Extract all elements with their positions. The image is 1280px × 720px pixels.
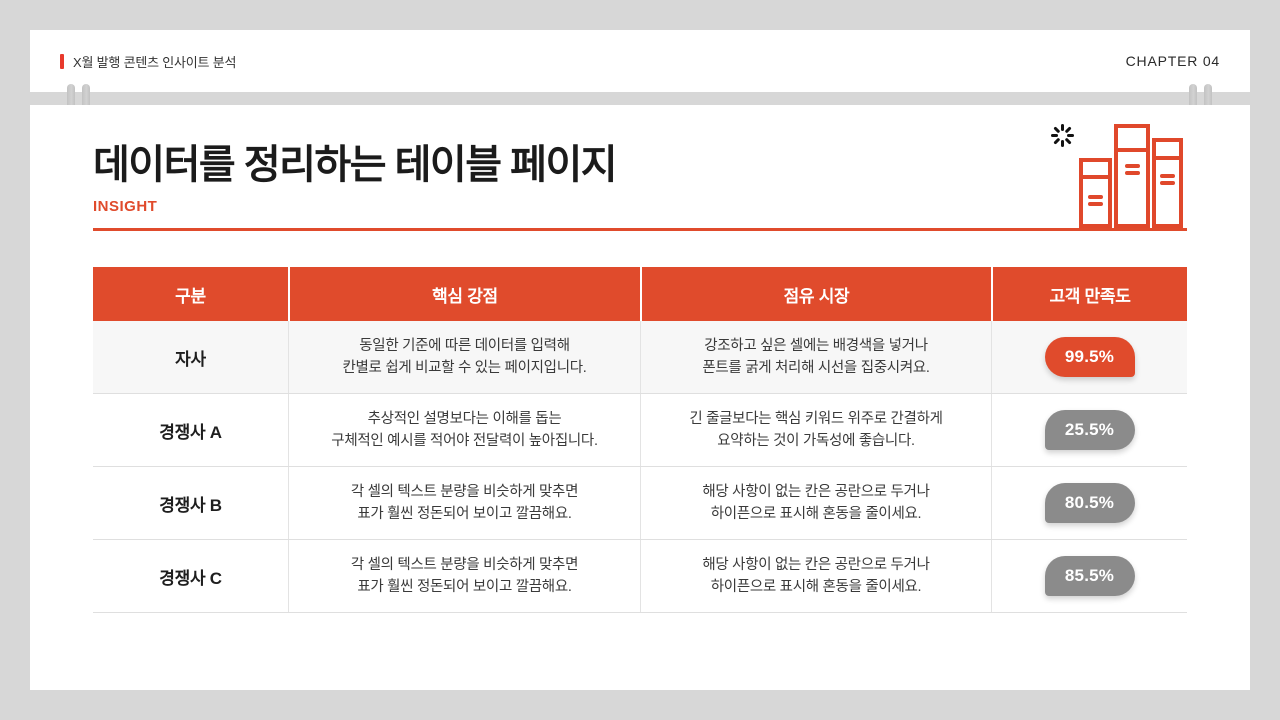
market-text: 해당 사항이 없는 칸은 공란으로 두거나 하이픈으로 표시해 혼동을 줄이세요… <box>702 483 930 522</box>
binder-clip-icon <box>82 84 90 114</box>
market-text: 긴 줄글보다는 핵심 키워드 위주로 간결하게 요약하는 것이 가독성에 좋습니… <box>689 410 943 449</box>
column-header: 구분 <box>175 286 206 306</box>
accent-divider <box>93 228 1187 231</box>
binder-clip-icon <box>1204 84 1212 114</box>
strength-text: 동일한 기준에 따른 데이터를 입력해 칸별로 쉽게 비교할 수 있는 페이지입… <box>342 337 587 376</box>
title-block: 데이터를 정리하는 테이블 페이지 INSIGHT <box>93 105 1187 231</box>
satisfaction-badge: 80.5% <box>1044 483 1135 523</box>
row-name: 자사 <box>175 349 206 369</box>
insight-tag: INSIGHT <box>93 198 158 215</box>
header-label: X월 발행 콘텐츠 인사이트 분석 <box>73 54 237 70</box>
market-text: 해당 사항이 없는 칸은 공란으로 두거나 하이픈으로 표시해 혼동을 줄이세요… <box>702 556 930 595</box>
table-row: 경쟁사 C 각 셀의 텍스트 분량을 비슷하게 맞추면 표가 훨씬 정돈되어 보… <box>93 540 1187 613</box>
comparison-table: 구분 핵심 강점 점유 시장 고객 만족도 자사 동일한 기준에 따른 데이터를… <box>93 267 1187 613</box>
chapter-label: CHAPTER 04 <box>1125 53 1220 69</box>
row-name: 경쟁사 A <box>159 422 222 442</box>
slide-body-card: 데이터를 정리하는 테이블 페이지 INSIGHT <box>30 105 1250 690</box>
strength-text: 추상적인 설명보다는 이해를 돕는 구체적인 예시를 적어야 전달력이 높아집니… <box>331 410 598 449</box>
slide-header-bar: X월 발행 콘텐츠 인사이트 분석 CHAPTER 04 <box>30 30 1250 92</box>
accent-tick-icon <box>60 53 64 69</box>
table-row: 경쟁사 B 각 셀의 텍스트 분량을 비슷하게 맞추면 표가 훨씬 정돈되어 보… <box>93 467 1187 540</box>
book-icon <box>1152 138 1183 228</box>
books-icon <box>1079 124 1183 228</box>
market-text: 강조하고 싶은 셀에는 배경색을 넣거나 폰트를 굵게 처리해 시선을 집중시켜… <box>702 337 930 376</box>
column-header: 점유 시장 <box>640 267 991 321</box>
column-header: 핵심 강점 <box>288 267 640 321</box>
row-name: 경쟁사 B <box>159 495 222 515</box>
table-header-row: 구분 핵심 강점 점유 시장 고객 만족도 <box>93 267 1187 321</box>
binder-clip-icon <box>1189 84 1197 114</box>
satisfaction-badge: 25.5% <box>1044 410 1135 450</box>
binder-clip-icon <box>67 84 75 114</box>
column-header: 고객 만족도 <box>991 267 1187 321</box>
row-name: 경쟁사 C <box>159 568 222 588</box>
sparkle-icon <box>1051 124 1074 147</box>
page-title: 데이터를 정리하는 테이블 페이지 <box>93 143 618 187</box>
table-row: 자사 동일한 기준에 따른 데이터를 입력해 칸별로 쉽게 비교할 수 있는 페… <box>93 321 1187 394</box>
books-illustration <box>1027 116 1187 228</box>
satisfaction-badge: 85.5% <box>1044 556 1135 596</box>
book-icon <box>1114 124 1150 228</box>
table-row: 경쟁사 A 추상적인 설명보다는 이해를 돕는 구체적인 예시를 적어야 전달력… <box>93 394 1187 467</box>
strength-text: 각 셀의 텍스트 분량을 비슷하게 맞추면 표가 훨씬 정돈되어 보이고 깔끔해… <box>350 556 579 595</box>
satisfaction-badge: 99.5% <box>1044 337 1135 377</box>
book-icon <box>1079 158 1112 228</box>
strength-text: 각 셀의 텍스트 분량을 비슷하게 맞추면 표가 훨씬 정돈되어 보이고 깔끔해… <box>350 483 579 522</box>
header-left: X월 발행 콘텐츠 인사이트 분석 <box>60 52 236 71</box>
